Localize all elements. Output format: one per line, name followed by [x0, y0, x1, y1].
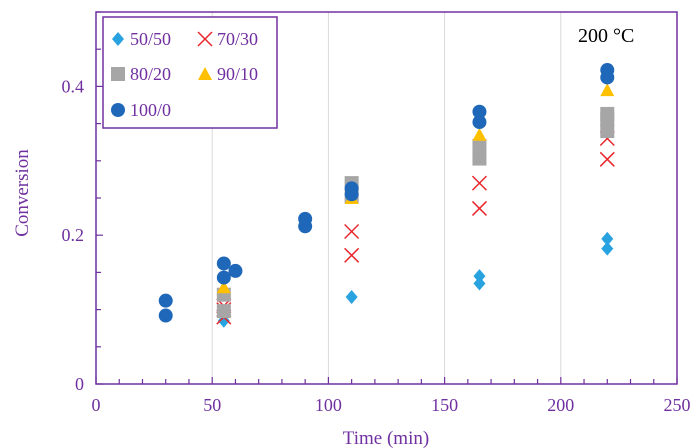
- data-point: [601, 241, 614, 256]
- data-point: [599, 151, 615, 167]
- data-point: [600, 124, 615, 139]
- data-point: [344, 223, 360, 240]
- legend-box: [102, 16, 278, 129]
- data-point: [601, 231, 614, 246]
- data-point: [158, 293, 173, 308]
- x-tick-label: 150: [431, 395, 458, 415]
- legend: 50/50 70/30 80/20 90/10 100/0: [102, 16, 278, 129]
- legend-marker: [111, 103, 125, 117]
- x-mark-stroke: [599, 151, 615, 167]
- data-point: [473, 276, 486, 291]
- data-point: [298, 211, 313, 226]
- series-50-50: [217, 231, 614, 328]
- data-point: [600, 83, 615, 97]
- data-point: [228, 263, 243, 278]
- data-point: [472, 104, 487, 119]
- x-mark-stroke: [197, 31, 213, 47]
- temperature-annotation: 200 °C: [578, 25, 634, 47]
- data-point: [216, 270, 231, 285]
- legend-label: 50/50: [130, 29, 171, 49]
- series-70-30: [216, 130, 615, 325]
- x-tick-label: 200: [547, 395, 574, 415]
- legend-marker: [198, 67, 212, 80]
- data-point: [216, 256, 231, 271]
- legend-marker: [111, 67, 125, 81]
- grid-layer: [211, 12, 562, 384]
- data-point: [345, 289, 358, 304]
- data-point: [216, 304, 231, 319]
- y-axis-title: Conversion: [12, 149, 33, 237]
- axes-layer: 0 50 100 150 200 250 0 0.2 0.4: [62, 11, 691, 415]
- legend-label: 90/10: [217, 64, 258, 84]
- data-point: [600, 106, 615, 121]
- legend-marker: [197, 31, 213, 47]
- legend-label: 100/0: [130, 100, 171, 120]
- data-point: [344, 181, 359, 196]
- data-point: [344, 247, 360, 263]
- x-tick-label: 100: [315, 395, 342, 415]
- data-point: [472, 127, 487, 141]
- y-tick-label: 0.2: [62, 225, 85, 245]
- data-point: [216, 280, 231, 294]
- legend-label: 80/20: [130, 64, 171, 84]
- data-point: [471, 200, 487, 216]
- x-mark-stroke: [344, 247, 360, 263]
- y-tick-label: 0.4: [62, 76, 85, 96]
- x-axis-title: Time (min): [343, 428, 429, 448]
- x-mark-stroke: [344, 223, 360, 240]
- x-mark-stroke: [471, 200, 487, 216]
- legend-marker: [112, 32, 124, 46]
- x-tick-label: 250: [664, 395, 691, 415]
- data-point: [471, 175, 487, 191]
- data-point: [600, 63, 615, 78]
- data-point: [472, 115, 487, 130]
- data-point: [473, 269, 486, 284]
- x-tick-label: 50: [203, 395, 221, 415]
- x-mark-stroke: [471, 175, 487, 191]
- x-tick-label: 0: [92, 395, 101, 415]
- data-point: [472, 138, 487, 153]
- data-point: [472, 151, 487, 166]
- legend-label: 70/30: [217, 29, 258, 49]
- points-layer: [158, 63, 615, 328]
- data-point: [158, 308, 173, 323]
- series-80-20: [216, 106, 615, 319]
- series-100-0: [158, 63, 615, 323]
- y-tick-label: 0: [75, 374, 84, 394]
